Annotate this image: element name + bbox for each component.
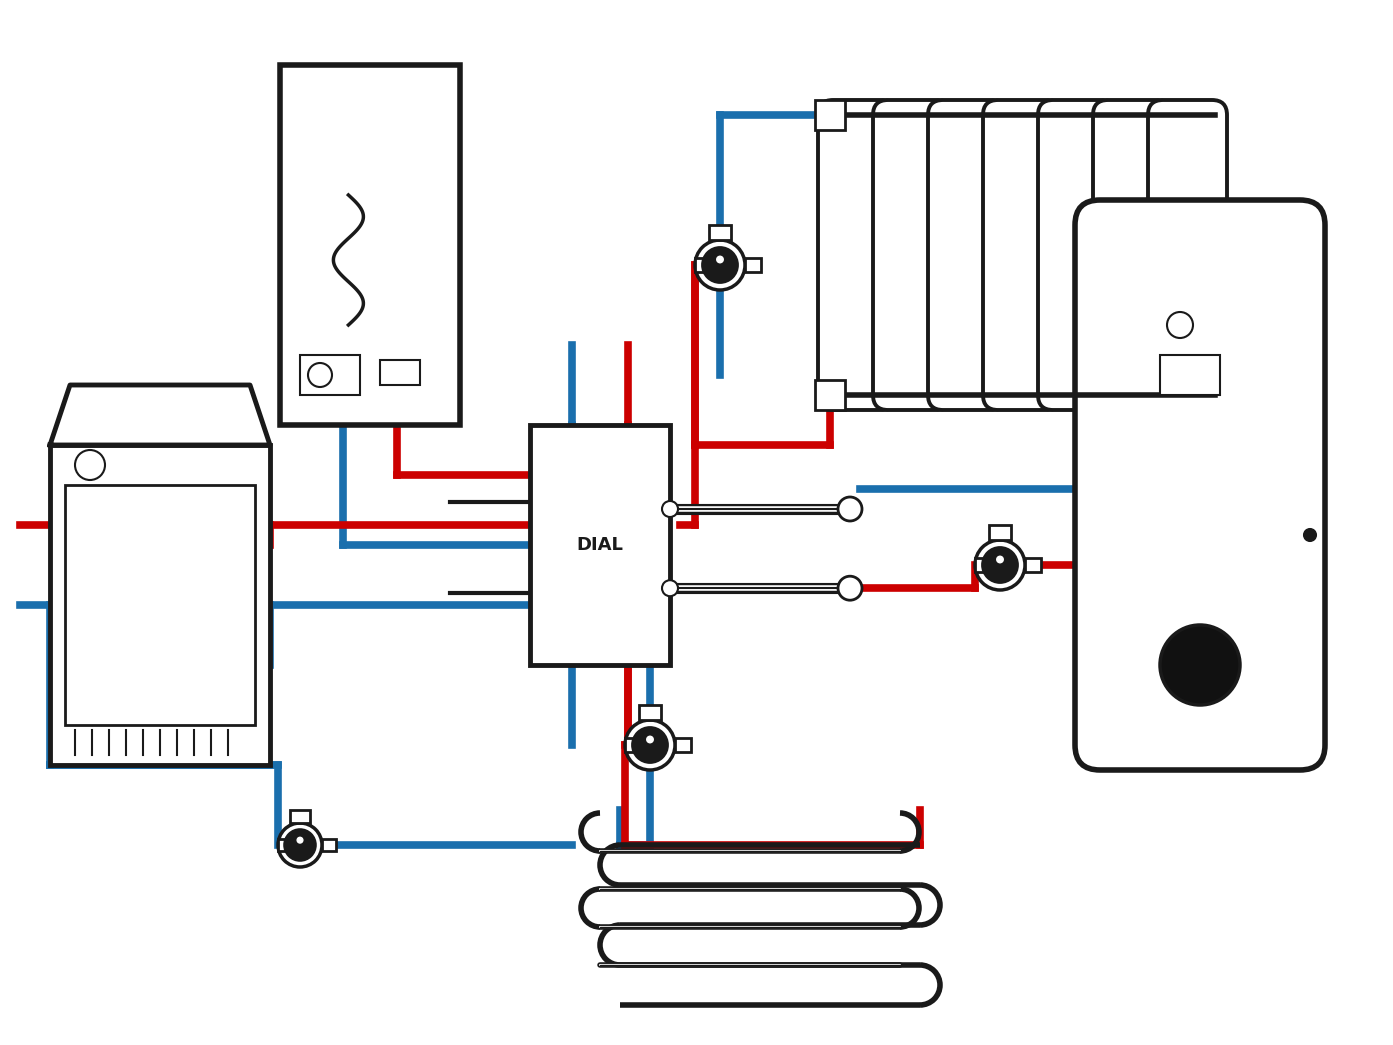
Circle shape	[75, 450, 104, 480]
FancyBboxPatch shape	[1160, 355, 1220, 395]
FancyBboxPatch shape	[818, 100, 897, 410]
FancyBboxPatch shape	[745, 258, 761, 272]
FancyBboxPatch shape	[1148, 100, 1227, 410]
Circle shape	[279, 823, 322, 867]
FancyBboxPatch shape	[639, 705, 662, 720]
FancyBboxPatch shape	[380, 359, 421, 385]
FancyBboxPatch shape	[625, 738, 641, 751]
FancyBboxPatch shape	[815, 100, 846, 130]
Circle shape	[695, 240, 745, 291]
FancyBboxPatch shape	[983, 100, 1061, 410]
FancyBboxPatch shape	[975, 558, 992, 572]
Circle shape	[839, 497, 862, 521]
FancyBboxPatch shape	[815, 380, 846, 410]
FancyBboxPatch shape	[989, 525, 1011, 540]
Circle shape	[839, 576, 862, 600]
Circle shape	[1160, 625, 1240, 705]
FancyBboxPatch shape	[1075, 200, 1325, 770]
FancyBboxPatch shape	[676, 738, 691, 751]
Circle shape	[632, 727, 667, 763]
Circle shape	[646, 737, 653, 743]
Polygon shape	[50, 385, 270, 445]
FancyBboxPatch shape	[928, 100, 1007, 410]
Circle shape	[975, 540, 1025, 590]
Circle shape	[997, 556, 1003, 563]
Circle shape	[284, 830, 315, 860]
FancyBboxPatch shape	[1094, 100, 1172, 410]
FancyBboxPatch shape	[50, 445, 270, 765]
FancyBboxPatch shape	[65, 485, 255, 725]
FancyBboxPatch shape	[1038, 100, 1117, 410]
FancyBboxPatch shape	[873, 100, 951, 410]
FancyBboxPatch shape	[1025, 558, 1041, 572]
Circle shape	[625, 720, 676, 770]
FancyBboxPatch shape	[709, 225, 731, 240]
Circle shape	[702, 248, 737, 282]
Text: DIAL: DIAL	[577, 536, 624, 554]
Circle shape	[308, 363, 332, 387]
Circle shape	[662, 501, 678, 517]
Circle shape	[1167, 312, 1192, 338]
Circle shape	[717, 256, 723, 262]
Circle shape	[1304, 529, 1316, 541]
FancyBboxPatch shape	[299, 355, 359, 395]
FancyBboxPatch shape	[529, 425, 670, 665]
Circle shape	[297, 837, 302, 843]
FancyBboxPatch shape	[322, 839, 336, 851]
Circle shape	[662, 580, 678, 597]
FancyBboxPatch shape	[279, 839, 293, 851]
FancyBboxPatch shape	[695, 258, 712, 272]
FancyBboxPatch shape	[290, 810, 309, 823]
FancyBboxPatch shape	[280, 65, 460, 425]
Circle shape	[982, 548, 1017, 582]
